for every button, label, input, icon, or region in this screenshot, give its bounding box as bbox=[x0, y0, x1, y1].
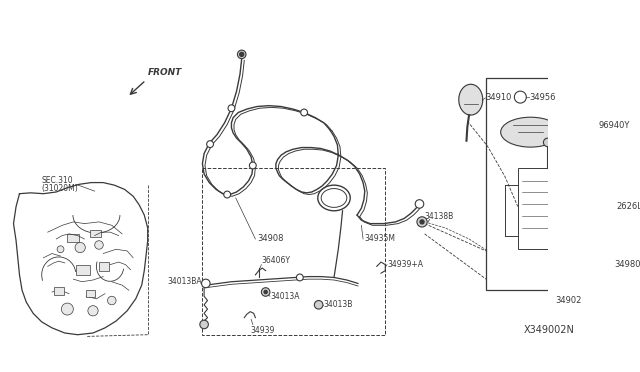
Text: 34910: 34910 bbox=[485, 93, 511, 102]
Circle shape bbox=[200, 320, 209, 329]
Text: 34939: 34939 bbox=[250, 326, 275, 335]
Ellipse shape bbox=[500, 117, 561, 147]
Text: 34980: 34980 bbox=[614, 260, 640, 269]
Bar bbox=[486, 78, 640, 290]
Circle shape bbox=[420, 220, 424, 224]
Text: 2626LX: 2626LX bbox=[616, 202, 640, 211]
Text: 34013BA: 34013BA bbox=[168, 277, 202, 286]
Text: 34013B: 34013B bbox=[324, 300, 353, 309]
Text: 36406Y: 36406Y bbox=[261, 256, 291, 264]
Text: 34138B: 34138B bbox=[424, 212, 454, 221]
Circle shape bbox=[224, 191, 230, 198]
Polygon shape bbox=[599, 254, 612, 268]
Circle shape bbox=[314, 301, 323, 309]
Circle shape bbox=[261, 288, 270, 296]
Text: 34939+A: 34939+A bbox=[387, 260, 423, 269]
Circle shape bbox=[417, 217, 427, 227]
Polygon shape bbox=[459, 84, 483, 115]
Circle shape bbox=[75, 243, 85, 253]
Circle shape bbox=[88, 306, 98, 316]
Circle shape bbox=[239, 52, 244, 57]
Text: SEC.310: SEC.310 bbox=[42, 176, 74, 185]
Circle shape bbox=[301, 109, 307, 116]
Bar bbox=[99, 262, 109, 270]
Text: 34956: 34956 bbox=[529, 93, 556, 102]
Bar bbox=[86, 290, 95, 297]
Circle shape bbox=[95, 241, 103, 249]
Circle shape bbox=[108, 296, 116, 305]
Bar bbox=[202, 168, 385, 335]
Bar bbox=[76, 264, 90, 275]
Bar bbox=[518, 168, 586, 249]
Text: 34935M: 34935M bbox=[365, 234, 396, 244]
Text: X349002N: X349002N bbox=[524, 325, 575, 334]
Text: (31020M): (31020M) bbox=[42, 184, 79, 193]
Circle shape bbox=[202, 279, 210, 288]
Circle shape bbox=[237, 50, 246, 59]
Bar bbox=[90, 230, 100, 237]
Circle shape bbox=[264, 290, 268, 294]
Circle shape bbox=[57, 246, 64, 253]
Circle shape bbox=[228, 105, 235, 112]
Bar bbox=[67, 234, 79, 243]
Text: 96940Y: 96940Y bbox=[599, 121, 630, 130]
Circle shape bbox=[250, 162, 256, 169]
Circle shape bbox=[61, 303, 74, 315]
Text: 34902: 34902 bbox=[555, 296, 581, 305]
Circle shape bbox=[296, 274, 303, 281]
Text: FRONT: FRONT bbox=[148, 68, 182, 77]
Text: 34908: 34908 bbox=[257, 234, 284, 244]
Circle shape bbox=[207, 141, 214, 148]
Circle shape bbox=[543, 138, 552, 147]
Circle shape bbox=[515, 91, 526, 103]
Text: 34013A: 34013A bbox=[270, 292, 300, 301]
Bar bbox=[54, 287, 64, 295]
Circle shape bbox=[415, 200, 424, 208]
